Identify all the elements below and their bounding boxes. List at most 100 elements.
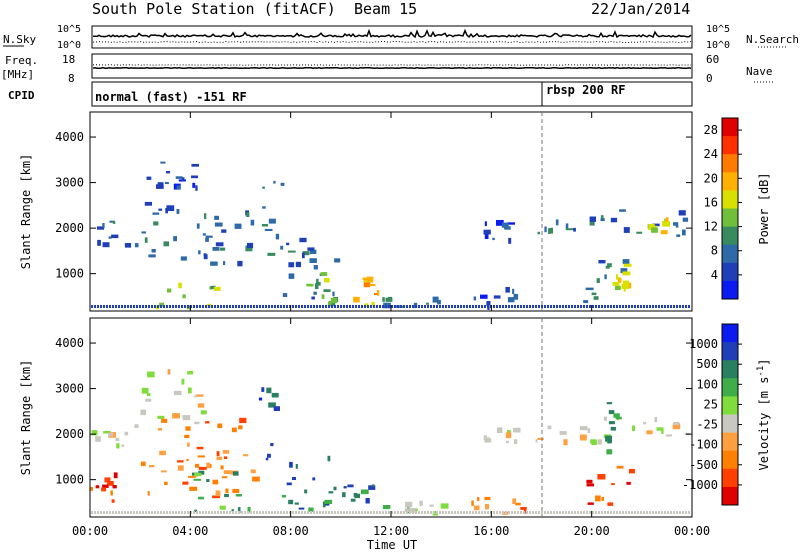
range-gate-cell: [298, 305, 300, 308]
range-gate-cell: [475, 305, 477, 308]
range-gate-cell: [154, 305, 156, 308]
range-gate-cell: [319, 305, 321, 308]
range-gate-cell: [185, 426, 191, 431]
range-gate-cell: [483, 229, 491, 235]
range-gate-cell: [241, 305, 243, 308]
range-gate-cell: [433, 305, 435, 308]
range-gate-cell: [193, 305, 195, 308]
range-gate-cell: [239, 417, 247, 424]
range-gate-cell: [406, 511, 408, 514]
range-gate-cell: [615, 416, 622, 420]
range-gate-cell: [107, 481, 114, 486]
range-gate-cell: [232, 488, 240, 493]
range-gate-cell: [157, 428, 162, 431]
range-gate-cell: [289, 511, 291, 514]
range-gate-cell: [210, 261, 218, 266]
range-gate-cell: [532, 511, 534, 514]
range-gate-cell: [223, 511, 225, 514]
range-gate-cell: [277, 305, 279, 308]
range-gate-cell: [198, 496, 204, 500]
range-gate-cell: [508, 511, 510, 514]
range-gate-cell: [146, 393, 151, 397]
range-gate-cell: [288, 262, 295, 268]
range-gate-cell: [164, 481, 168, 485]
range-gate-cell: [161, 470, 167, 473]
range-gate-cell: [298, 507, 305, 510]
range-gate-cell: [649, 305, 651, 308]
range-gate-cell: [234, 223, 242, 229]
range-gate-cell: [175, 305, 177, 308]
range-gate-cell: [268, 511, 270, 514]
range-gate-cell: [216, 451, 220, 457]
range-gate-cell: [574, 305, 576, 308]
range-gate-cell: [355, 305, 357, 308]
range-gate-cell: [252, 476, 260, 482]
range-gate-cell: [589, 216, 596, 222]
range-gate-cell: [330, 297, 338, 304]
range-gate-cell: [622, 280, 629, 287]
range-gate-cell: [670, 305, 672, 308]
y-tick-label: 3000: [55, 176, 84, 190]
range-gate-cell: [374, 293, 378, 295]
cpid-frame: [91, 81, 693, 107]
range-gate-cell: [267, 252, 276, 256]
range-gate-cell: [505, 511, 507, 514]
range-gate-cell: [409, 511, 411, 514]
range-gate-cell: [157, 305, 159, 308]
range-gate-cell: [397, 511, 399, 514]
range-gate-cell: [331, 305, 333, 308]
range-gate-cell: [685, 511, 687, 514]
range-gate-cell: [292, 477, 296, 480]
range-gate-cell: [451, 305, 453, 308]
cpid-strip: CPID normal (fast) -151 RF rbsp 200 RF: [8, 81, 693, 107]
range-gate-cell: [508, 305, 510, 308]
range-gate-cell: [141, 387, 149, 394]
range-gate-cell: [403, 511, 405, 514]
range-gate-cell: [634, 305, 636, 308]
range-gate-cell: [598, 305, 600, 308]
range-gate-cell: [331, 511, 333, 514]
range-gate-cell: [532, 305, 534, 308]
range-gate-cell: [232, 511, 234, 514]
range-gate-cell: [292, 511, 294, 514]
range-gate-cell: [97, 239, 101, 246]
range-gate-cell: [213, 286, 221, 291]
range-gate-cell: [212, 247, 220, 251]
range-gate-cell: [514, 439, 518, 445]
range-gate-cell: [429, 504, 434, 507]
range-gate-cell: [667, 511, 669, 514]
range-gate-cell: [265, 511, 267, 514]
range-gate-cell: [310, 305, 312, 308]
range-gate-cell: [322, 511, 324, 514]
range-gate-cell: [342, 492, 346, 498]
range-gate-cell: [688, 511, 690, 514]
range-gate-cell: [226, 511, 228, 514]
range-gate-cell: [646, 430, 653, 435]
range-gate-cell: [286, 242, 290, 246]
range-gate-cell: [157, 415, 165, 419]
freq-label: Freq.: [5, 54, 38, 67]
range-gate-cell: [196, 511, 198, 514]
range-gate-cell: [235, 305, 237, 308]
range-gate-cell: [562, 511, 564, 514]
range-gate-cell: [597, 474, 606, 480]
range-gate-cell: [198, 466, 207, 470]
range-gate-cell: [319, 511, 321, 514]
power-panel: 1000 2000 3000 4000 Slant Range [km] 4 8 12 16…: [19, 111, 771, 312]
range-gate-cell: [622, 259, 630, 264]
range-gate-cell: [182, 415, 191, 421]
range-gate-cell: [324, 277, 330, 283]
range-gate-cell: [622, 305, 624, 308]
range-gate-cell: [110, 490, 113, 496]
range-gate-cell: [200, 410, 207, 415]
range-gate-cell: [360, 489, 369, 495]
nsearch-tick-bottom: 10^0: [706, 40, 730, 51]
range-gate-cell: [163, 241, 169, 247]
range-gate-cell: [253, 511, 255, 514]
range-gate-cell: [166, 205, 175, 211]
range-gate-cell: [283, 305, 285, 308]
nsky-frame: [91, 25, 693, 49]
range-gate-cell: [628, 305, 630, 308]
range-gate-cell: [169, 305, 171, 308]
range-gate-cell: [619, 511, 621, 514]
